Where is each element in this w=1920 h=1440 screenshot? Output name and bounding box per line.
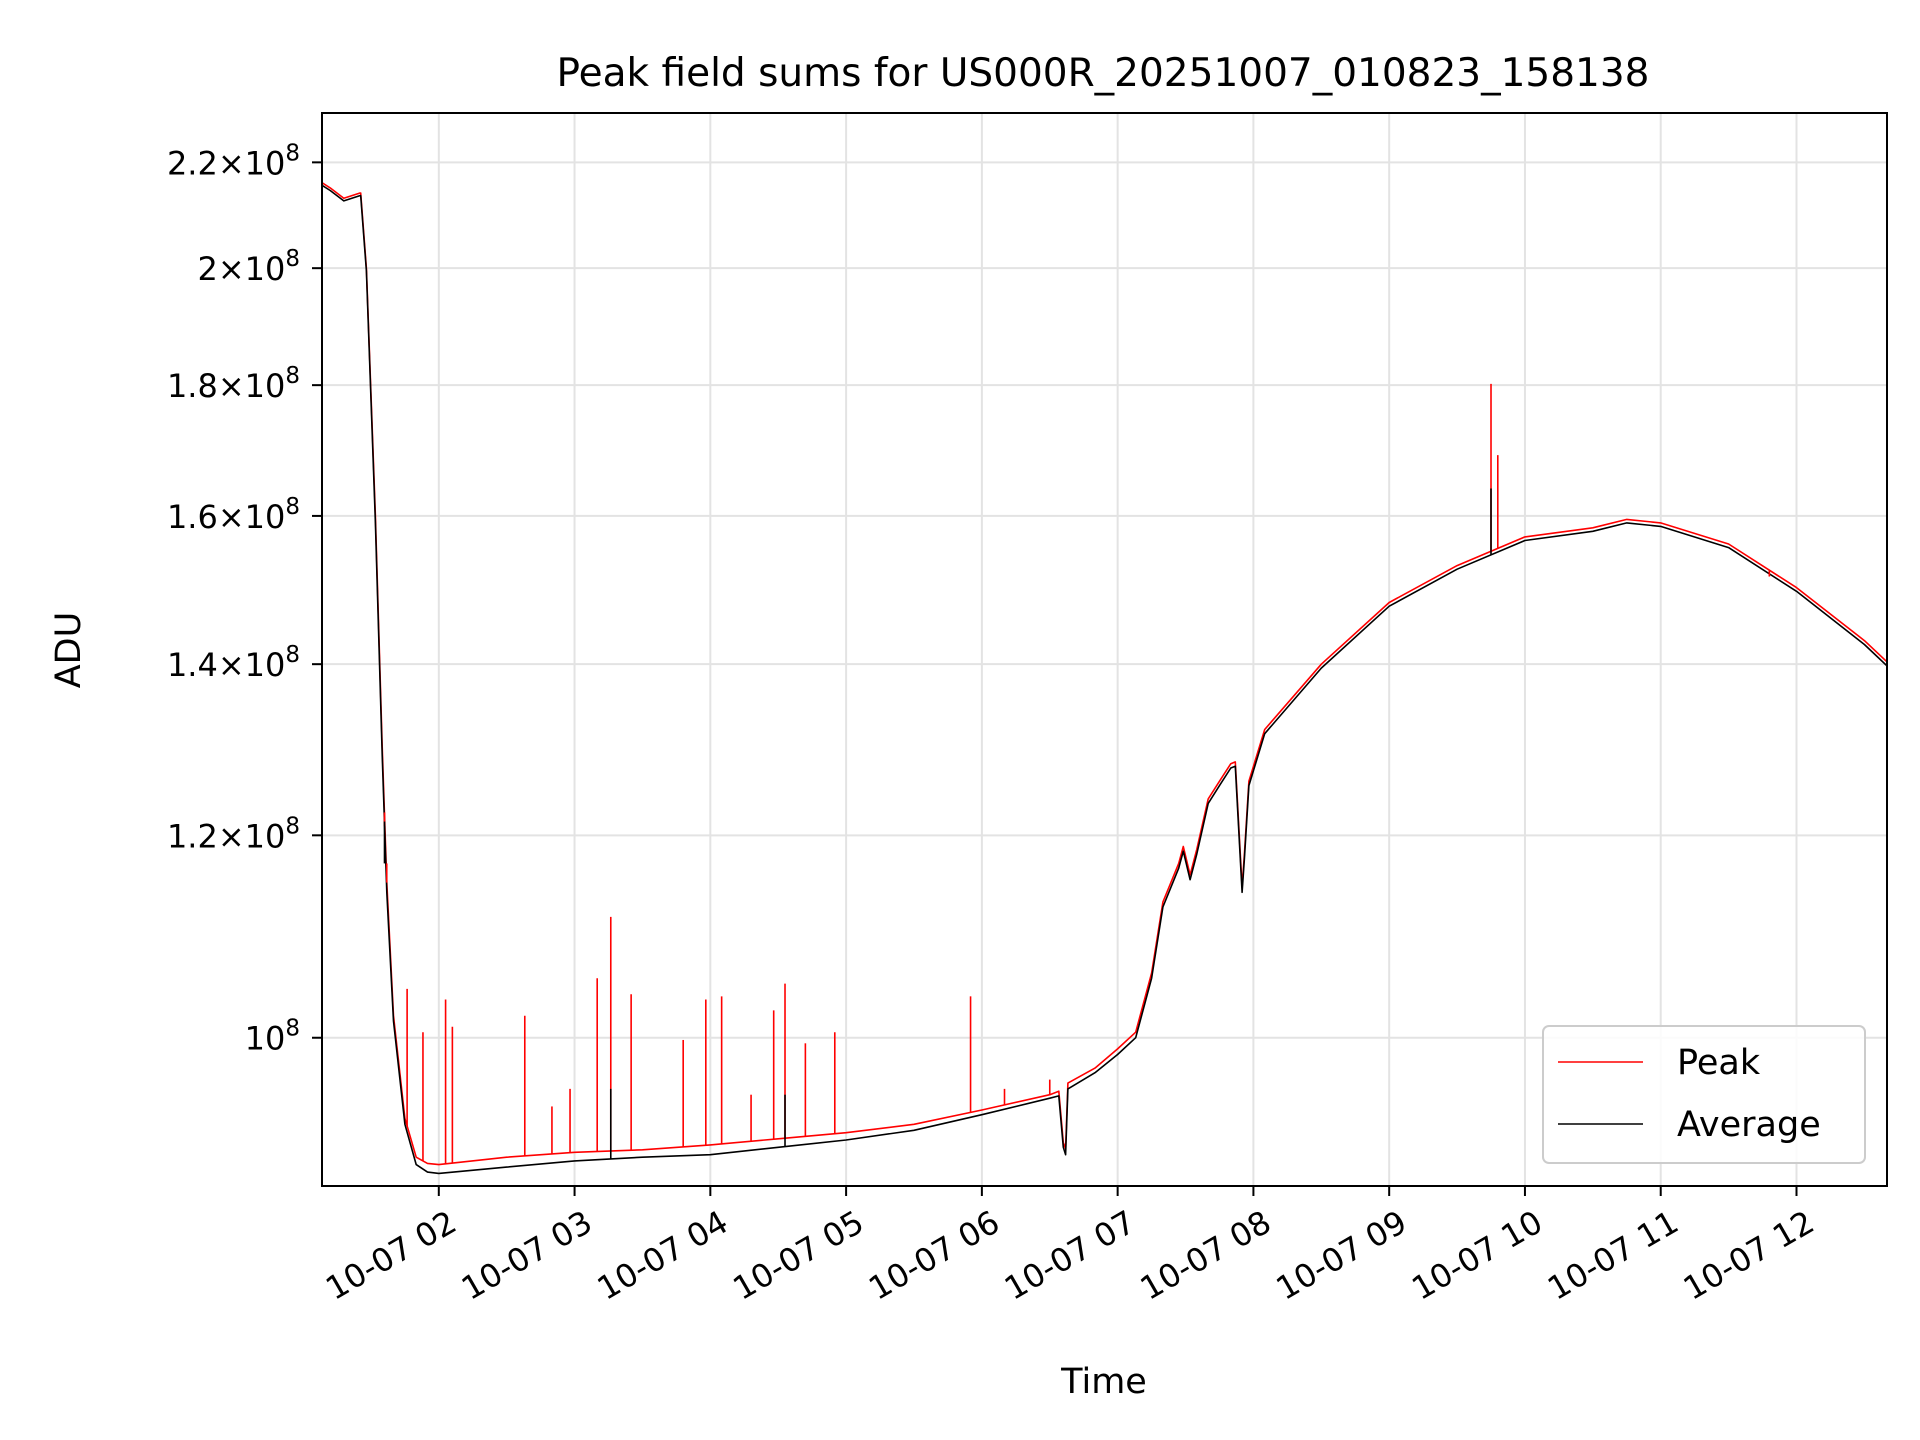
legend-frame [1542, 1025, 1866, 1164]
legend-label-peak: Peak [1677, 1043, 1761, 1083]
y-axis: 108 1.2×108 1.4×108 1.6×108 1.8×108 2×108 2.2×… [167, 140, 322, 1058]
legend-label-average: Average [1677, 1105, 1821, 1145]
y-axis-label: ADU [49, 612, 89, 689]
y-tick-label: 1.8×108 [167, 363, 300, 405]
plot-area [322, 182, 1887, 1175]
y-tick-label: 1.6×108 [167, 494, 300, 536]
y-tick-label: 1.2×108 [167, 813, 300, 855]
chart-title: Peak field sums for US000R_20251007_0108… [557, 51, 1650, 96]
series-line-peak [322, 182, 1887, 1166]
y-tick-label: 108 [245, 1016, 300, 1058]
grid [322, 113, 1887, 1186]
x-axis-label: Time [1060, 1362, 1147, 1402]
legend: Peak Average [1542, 1025, 1866, 1164]
axes-frame [321, 112, 1888, 1187]
y-tick-label: 2×108 [197, 246, 300, 288]
y-tick-label: 2.2×108 [167, 140, 300, 182]
y-tick-label: 1.4×108 [167, 642, 300, 684]
series-line-average [322, 184, 1887, 1175]
